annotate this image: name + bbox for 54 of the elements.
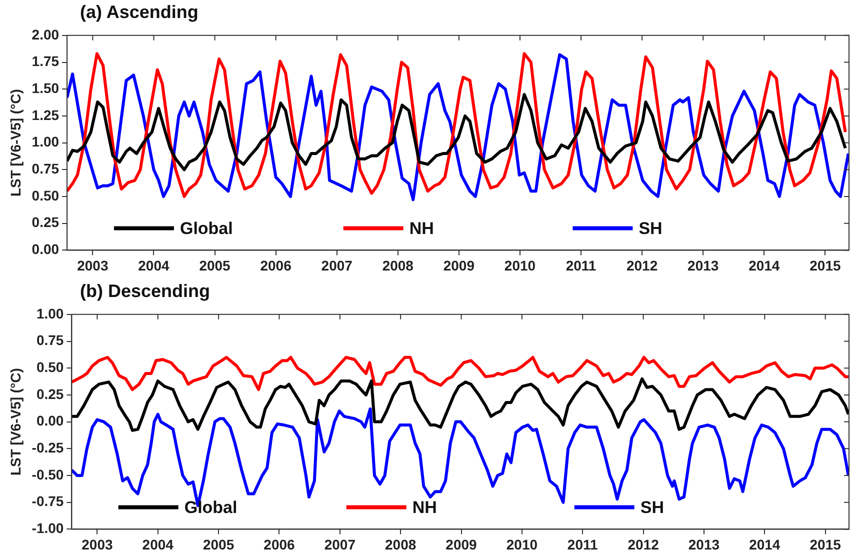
- x-tick-label: 2006: [260, 257, 292, 274]
- x-tick-label: 2011: [566, 257, 596, 274]
- legend-label: Global: [180, 218, 233, 238]
- x-tick-label: 2014: [749, 536, 780, 552]
- x-tick-label: 2011: [567, 536, 598, 552]
- x-tick-label: 2008: [382, 257, 414, 274]
- chart-title: (a) Ascending: [80, 2, 198, 23]
- x-tick-label: 2004: [138, 257, 170, 274]
- y-tick-label: 0.50: [36, 358, 64, 375]
- x-tick-label: 2015: [810, 257, 841, 274]
- x-tick-label: 2009: [446, 536, 478, 552]
- x-tick-label: 2007: [321, 257, 353, 274]
- x-tick-label: 2012: [626, 257, 658, 274]
- y-tick-label: 1.00: [36, 305, 64, 322]
- y-tick-label: 0.00: [36, 412, 64, 429]
- y-tick-label: 0.25: [32, 214, 60, 230]
- y-tick-label: -1.00: [32, 520, 64, 536]
- x-tick-label: 2014: [748, 257, 780, 274]
- x-tick-label: 2006: [264, 536, 296, 552]
- y-axis-title: LST [V6-V5] (°C): [7, 368, 24, 476]
- legend-label: Global: [184, 498, 238, 517]
- y-tick-label: 0.75: [36, 332, 64, 348]
- y-tick-label: 0.00: [32, 241, 60, 258]
- x-tick-label: 2010: [504, 257, 536, 274]
- chart-title: (b) Descending: [80, 281, 210, 302]
- y-tick-label: -0.50: [32, 466, 64, 482]
- y-tick-label: 0.50: [32, 187, 60, 204]
- x-tick-label: 2005: [199, 257, 231, 274]
- x-tick-label: 2015: [810, 536, 842, 552]
- y-tick-label: 1.00: [32, 134, 60, 150]
- x-tick-label: 2007: [324, 536, 356, 552]
- x-tick-label: 2008: [385, 536, 416, 552]
- x-tick-label: 2012: [628, 536, 660, 552]
- x-tick-label: 2013: [688, 257, 719, 274]
- y-tick-label: 2.00: [32, 26, 60, 42]
- x-tick-label: 2005: [202, 536, 234, 552]
- legend-label: NH: [412, 498, 437, 517]
- y-tick-label: 1.75: [32, 53, 60, 70]
- x-tick-label: 2003: [77, 257, 108, 274]
- y-tick-label: 1.50: [32, 80, 60, 96]
- y-tick-label: -0.25: [32, 440, 64, 456]
- y-axis-title: LST [V6-V5] (°C): [7, 89, 24, 197]
- legend-label: NH: [409, 218, 434, 238]
- x-tick-label: 2004: [142, 536, 174, 552]
- x-tick-label: 2009: [443, 257, 475, 274]
- x-tick-label: 2003: [82, 536, 113, 552]
- y-tick-label: 0.25: [36, 386, 64, 402]
- x-tick-label: 2010: [506, 536, 538, 552]
- legend-label: SH: [640, 498, 664, 517]
- y-tick-label: 0.75: [32, 160, 60, 177]
- y-tick-label: -0.75: [32, 493, 64, 510]
- legend-label: SH: [638, 218, 662, 238]
- x-tick-label: 2013: [688, 536, 720, 552]
- y-tick-label: 1.25: [32, 106, 60, 123]
